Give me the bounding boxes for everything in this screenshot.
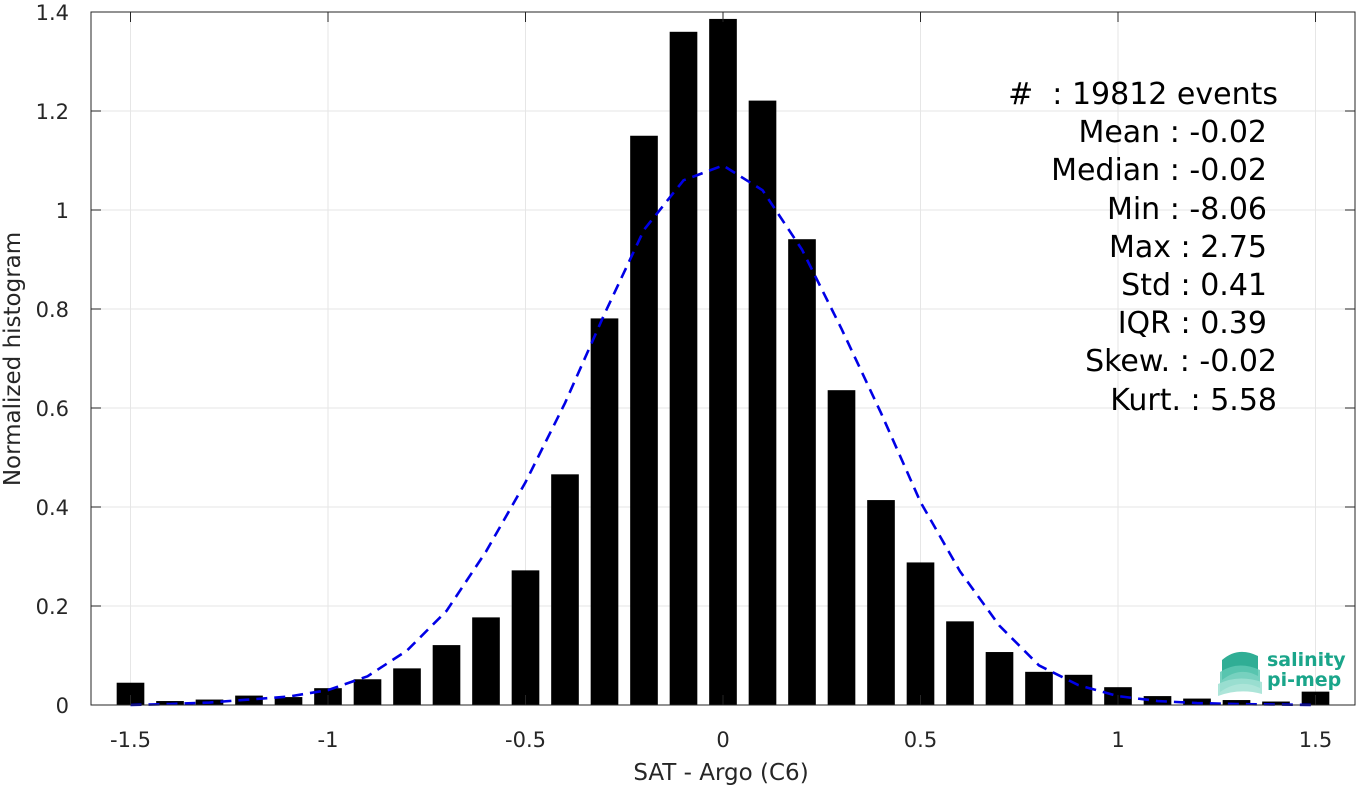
stat-kurt: Kurt. : 5.58	[1110, 383, 1277, 418]
histogram-bar	[827, 390, 856, 705]
x-tick-label: -1	[318, 728, 339, 752]
logo-wave-icon	[1218, 651, 1262, 696]
y-tick-label: 1.2	[36, 100, 69, 124]
histogram-bar	[709, 18, 737, 706]
x-tick-label: -1.5	[110, 728, 151, 752]
histogram-bar	[511, 570, 540, 705]
histogram-bar	[669, 31, 698, 706]
histogram-bar	[946, 621, 974, 705]
histogram-bar	[1222, 700, 1251, 705]
histogram-bar	[788, 239, 816, 705]
x-tick-label: 0	[716, 728, 729, 752]
histogram-bar	[867, 500, 895, 705]
histogram-bar	[274, 697, 303, 705]
x-tick-labels: -1.5 -1 -0.5 0 0.5 1 1.5	[110, 728, 1332, 752]
stat-min: Min : -8.06	[1107, 192, 1267, 227]
histogram-bar	[393, 668, 421, 705]
stat-max: Max : 2.75	[1109, 230, 1267, 265]
stat-events: # : 19812 events	[1008, 77, 1278, 112]
y-tick-label: 0.8	[36, 298, 69, 322]
salinity-pimep-logo: salinity pi-mep	[1218, 649, 1346, 696]
y-tick-label: 1.4	[36, 1, 69, 25]
histogram-bar	[985, 652, 1014, 705]
stat-median: Median : -0.02	[1051, 153, 1267, 188]
stat-mean: Mean : -0.02	[1078, 115, 1267, 150]
histogram-bar	[1064, 674, 1093, 705]
histogram-bar	[1262, 701, 1290, 705]
histogram-bar	[906, 562, 935, 705]
histogram-bar	[590, 318, 619, 705]
logo-text-pimep: pi-mep	[1267, 669, 1341, 691]
histogram-bar	[551, 474, 579, 705]
y-tick-label: 0.4	[36, 496, 69, 520]
histogram-bar	[432, 645, 461, 705]
axis-ticks	[91, 11, 1355, 706]
histogram-bar	[748, 100, 777, 706]
histogram-bars	[116, 18, 1330, 706]
y-tick-label: 0.2	[36, 595, 69, 619]
x-tick-label: -0.5	[505, 728, 546, 752]
y-tick-labels: 0 0.2 0.4 0.6 0.8 1 1.2 1.4	[36, 1, 69, 718]
histogram-bar	[1025, 671, 1053, 705]
x-tick-label: 0.5	[904, 728, 937, 752]
y-axis-label: Normalized histogram	[0, 232, 26, 486]
x-tick-label: 1	[1111, 728, 1124, 752]
histogram-bar	[630, 135, 658, 705]
y-tick-label: 0	[56, 694, 69, 718]
statistics-box: # : 19812 events Mean : -0.02 Median : -…	[1008, 77, 1278, 418]
stat-std: Std : 0.41	[1121, 268, 1267, 303]
normal-fit-curve	[130, 164, 1316, 707]
histogram-bar	[353, 679, 382, 705]
stat-iqr: IQR : 0.39	[1118, 306, 1267, 341]
histogram-bar	[116, 682, 145, 705]
x-tick-label: 1.5	[1299, 728, 1332, 752]
x-axis-label: SAT - Argo (C6)	[633, 760, 808, 786]
stat-skew: Skew. : -0.02	[1085, 344, 1277, 379]
y-tick-label: 1	[56, 199, 69, 223]
histogram-bar	[472, 617, 500, 705]
y-tick-label: 0.6	[36, 397, 69, 421]
logo-text-salinity: salinity	[1267, 649, 1346, 671]
